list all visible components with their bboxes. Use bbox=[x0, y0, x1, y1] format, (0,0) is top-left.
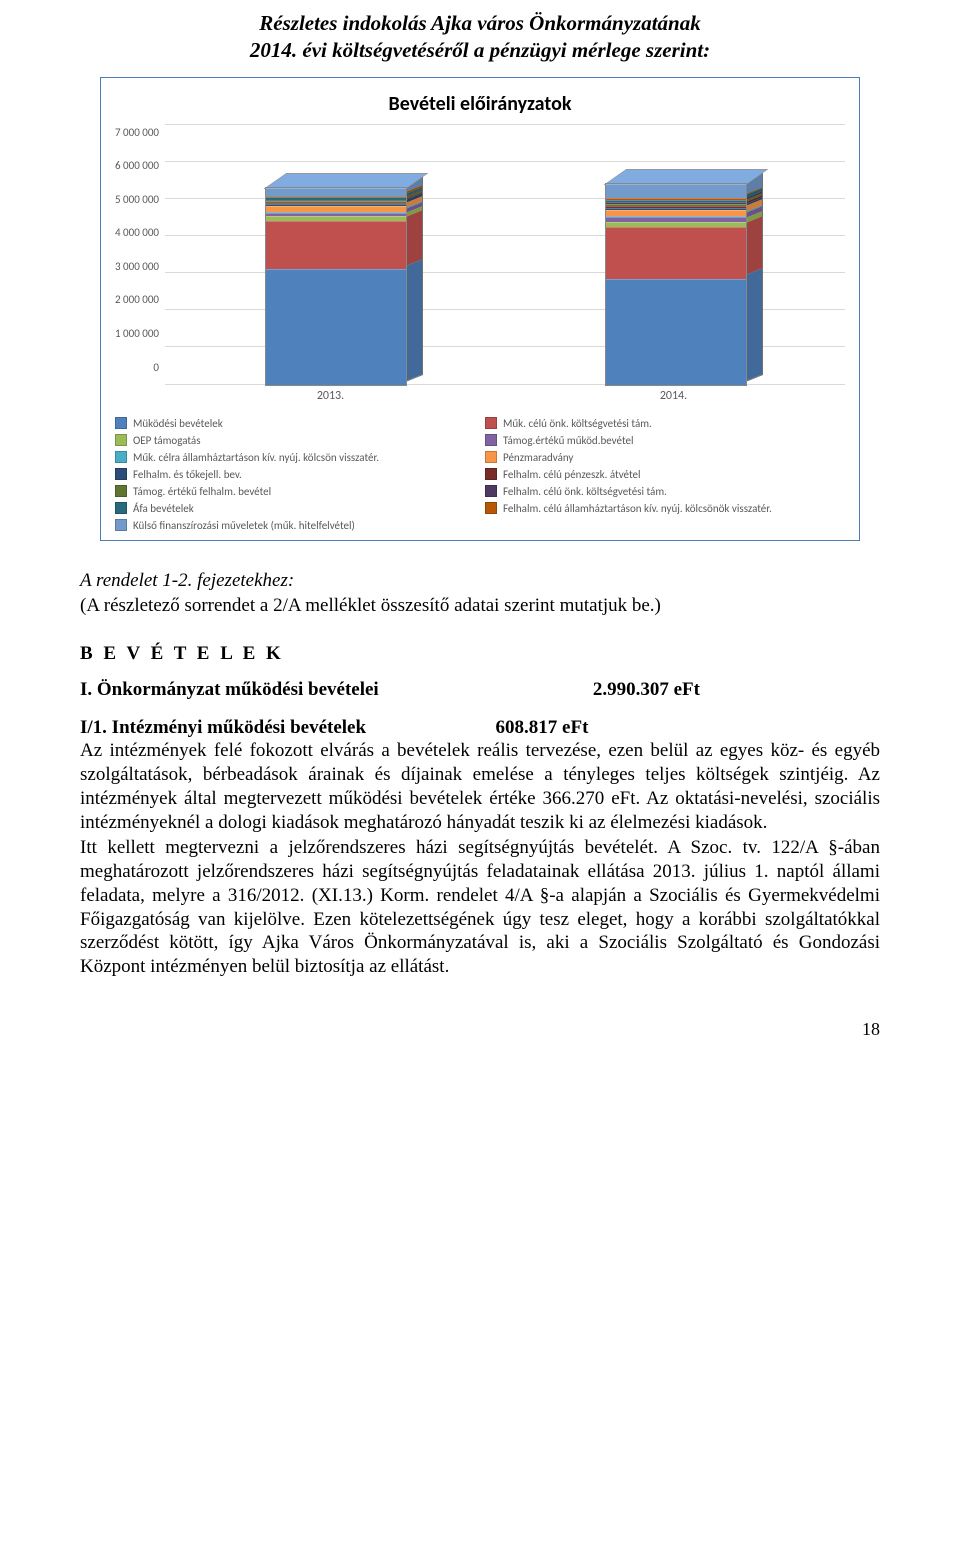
legend-item: Pénzmaradvány bbox=[485, 451, 845, 464]
paragraph-block: I/1. Intézményi működési bevételek 608.8… bbox=[80, 716, 880, 979]
row2-value: 608.817 eFt bbox=[496, 717, 589, 738]
legend-swatch bbox=[115, 451, 127, 463]
bar-segment bbox=[606, 279, 746, 385]
x-tick: 2014. bbox=[574, 389, 774, 403]
chart-y-axis: 7 000 000 6 000 000 5 000 000 4 000 000 3 00… bbox=[115, 124, 165, 374]
page-title: Részletes indokolás Ajka város Önkormány… bbox=[80, 10, 880, 65]
legend-item: Támog.értékű működ.bevétel bbox=[485, 434, 845, 447]
legend-label: Felhalm. célú pénzeszk. átvétel bbox=[503, 468, 641, 481]
x-tick: 2013. bbox=[231, 389, 431, 403]
paragraph-1: Az intézmények felé fokozott elvárás a b… bbox=[80, 739, 880, 834]
bar-column bbox=[235, 124, 435, 384]
legend-swatch bbox=[115, 468, 127, 480]
chart-legend: Müködési bevételek Műk. célú önk. költség… bbox=[115, 417, 845, 532]
title-line-2: 2014. évi költségvetéséről a pénzügyi mé… bbox=[80, 37, 880, 64]
legend-label: Pénzmaradvány bbox=[503, 451, 573, 464]
legend-swatch bbox=[115, 502, 127, 514]
legend-label: Támog.értékű működ.bevétel bbox=[503, 434, 634, 447]
y-tick: 7 000 000 bbox=[115, 126, 159, 139]
bar-segment bbox=[266, 269, 406, 384]
legend-swatch bbox=[485, 468, 497, 480]
chart-container: Bevételi előirányzatok 7 000 000 6 000 00… bbox=[100, 77, 860, 541]
row2-label: I/1. Intézményi működési bevételek bbox=[80, 717, 366, 738]
legend-item: Felhalm. célú önk. költségvetési tám. bbox=[485, 485, 845, 498]
legend-item: Müködési bevételek bbox=[115, 417, 475, 430]
row-value: 2.990.307 eFt bbox=[593, 678, 880, 702]
y-tick: 0 bbox=[153, 361, 159, 374]
legend-item: Felhalm. és tőkejell. bev. bbox=[115, 468, 475, 481]
legend-item: Műk. célra államháztartáson kív. nyúj. k… bbox=[115, 451, 475, 464]
y-tick: 3 000 000 bbox=[115, 260, 159, 273]
bar-segment bbox=[266, 188, 406, 196]
legend-label: OEP támogatás bbox=[133, 434, 201, 447]
legend-item: Felhalm. célú pénzeszk. átvétel bbox=[485, 468, 845, 481]
legend-swatch bbox=[485, 502, 497, 514]
legend-swatch bbox=[115, 485, 127, 497]
legend-label: Müködési bevételek bbox=[133, 417, 223, 430]
legend-swatch bbox=[485, 434, 497, 446]
y-tick: 4 000 000 bbox=[115, 226, 159, 239]
row-onk-muk-bev: I. Önkormányzat működési bevételei 2.990… bbox=[80, 678, 880, 702]
legend-item: Támog. értékű felhalm. bevétel bbox=[115, 485, 475, 498]
paragraph-2: Itt kellett megtervezni a jelzőrendszere… bbox=[80, 836, 880, 979]
legend-label: Felhalm. és tőkejell. bev. bbox=[133, 468, 242, 481]
legend-label: Áfa bevételek bbox=[133, 502, 194, 515]
legend-swatch bbox=[485, 417, 497, 429]
body-text: A rendelet 1-2. fejezetekhez: (A részlet… bbox=[80, 569, 880, 979]
bar-column bbox=[575, 124, 775, 384]
bar-segment bbox=[266, 221, 406, 269]
legend-item: Áfa bevételek bbox=[115, 502, 475, 515]
legend-label: Műk. célú önk. költségvetési tám. bbox=[503, 417, 652, 430]
legend-label: Támog. értékű felhalm. bevétel bbox=[133, 485, 271, 498]
chart-title: Bevételi előirányzatok bbox=[115, 92, 845, 116]
legend-item: Külső finanszírozási műveletek (műk. hit… bbox=[115, 519, 475, 532]
legend-label: Külső finanszírozási műveletek (műk. hit… bbox=[133, 519, 355, 532]
chart-area: 7 000 000 6 000 000 5 000 000 4 000 000 3 00… bbox=[115, 124, 845, 385]
y-tick: 5 000 000 bbox=[115, 193, 159, 206]
legend-swatch bbox=[115, 519, 127, 531]
bevetelek-heading: B E V É T E L E K bbox=[80, 642, 880, 666]
legend-swatch bbox=[485, 451, 497, 463]
bar-segment bbox=[606, 227, 746, 279]
chart-plot bbox=[165, 124, 845, 385]
legend-label: Felhalm. célú önk. költségvetési tám. bbox=[503, 485, 667, 498]
y-tick: 1 000 000 bbox=[115, 327, 159, 340]
legend-swatch bbox=[485, 485, 497, 497]
legend-label: Felhalm. célú államháztartáson kív. nyúj… bbox=[503, 502, 772, 515]
section-heading: A rendelet 1-2. fejezetekhez: bbox=[80, 569, 880, 593]
y-tick: 6 000 000 bbox=[115, 159, 159, 172]
bar-segment bbox=[606, 184, 746, 198]
legend-swatch bbox=[115, 417, 127, 429]
legend-item: Felhalm. célú államháztartáson kív. nyúj… bbox=[485, 502, 845, 515]
y-tick: 2 000 000 bbox=[115, 293, 159, 306]
row-label: I. Önkormányzat működési bevételei bbox=[80, 678, 379, 702]
legend-label: Műk. célra államháztartáson kív. nyúj. k… bbox=[133, 451, 379, 464]
section-subtext: (A részletező sorrendet a 2/A melléklet … bbox=[80, 594, 880, 618]
title-line-1: Részletes indokolás Ajka város Önkormány… bbox=[80, 10, 880, 37]
legend-item: OEP támogatás bbox=[115, 434, 475, 447]
chart-bars bbox=[165, 124, 845, 384]
legend-swatch bbox=[115, 434, 127, 446]
chart-x-axis: 2013. 2014. bbox=[115, 389, 845, 403]
page-number: 18 bbox=[80, 1019, 880, 1040]
legend-item: Műk. célú önk. költségvetési tám. bbox=[485, 417, 845, 430]
